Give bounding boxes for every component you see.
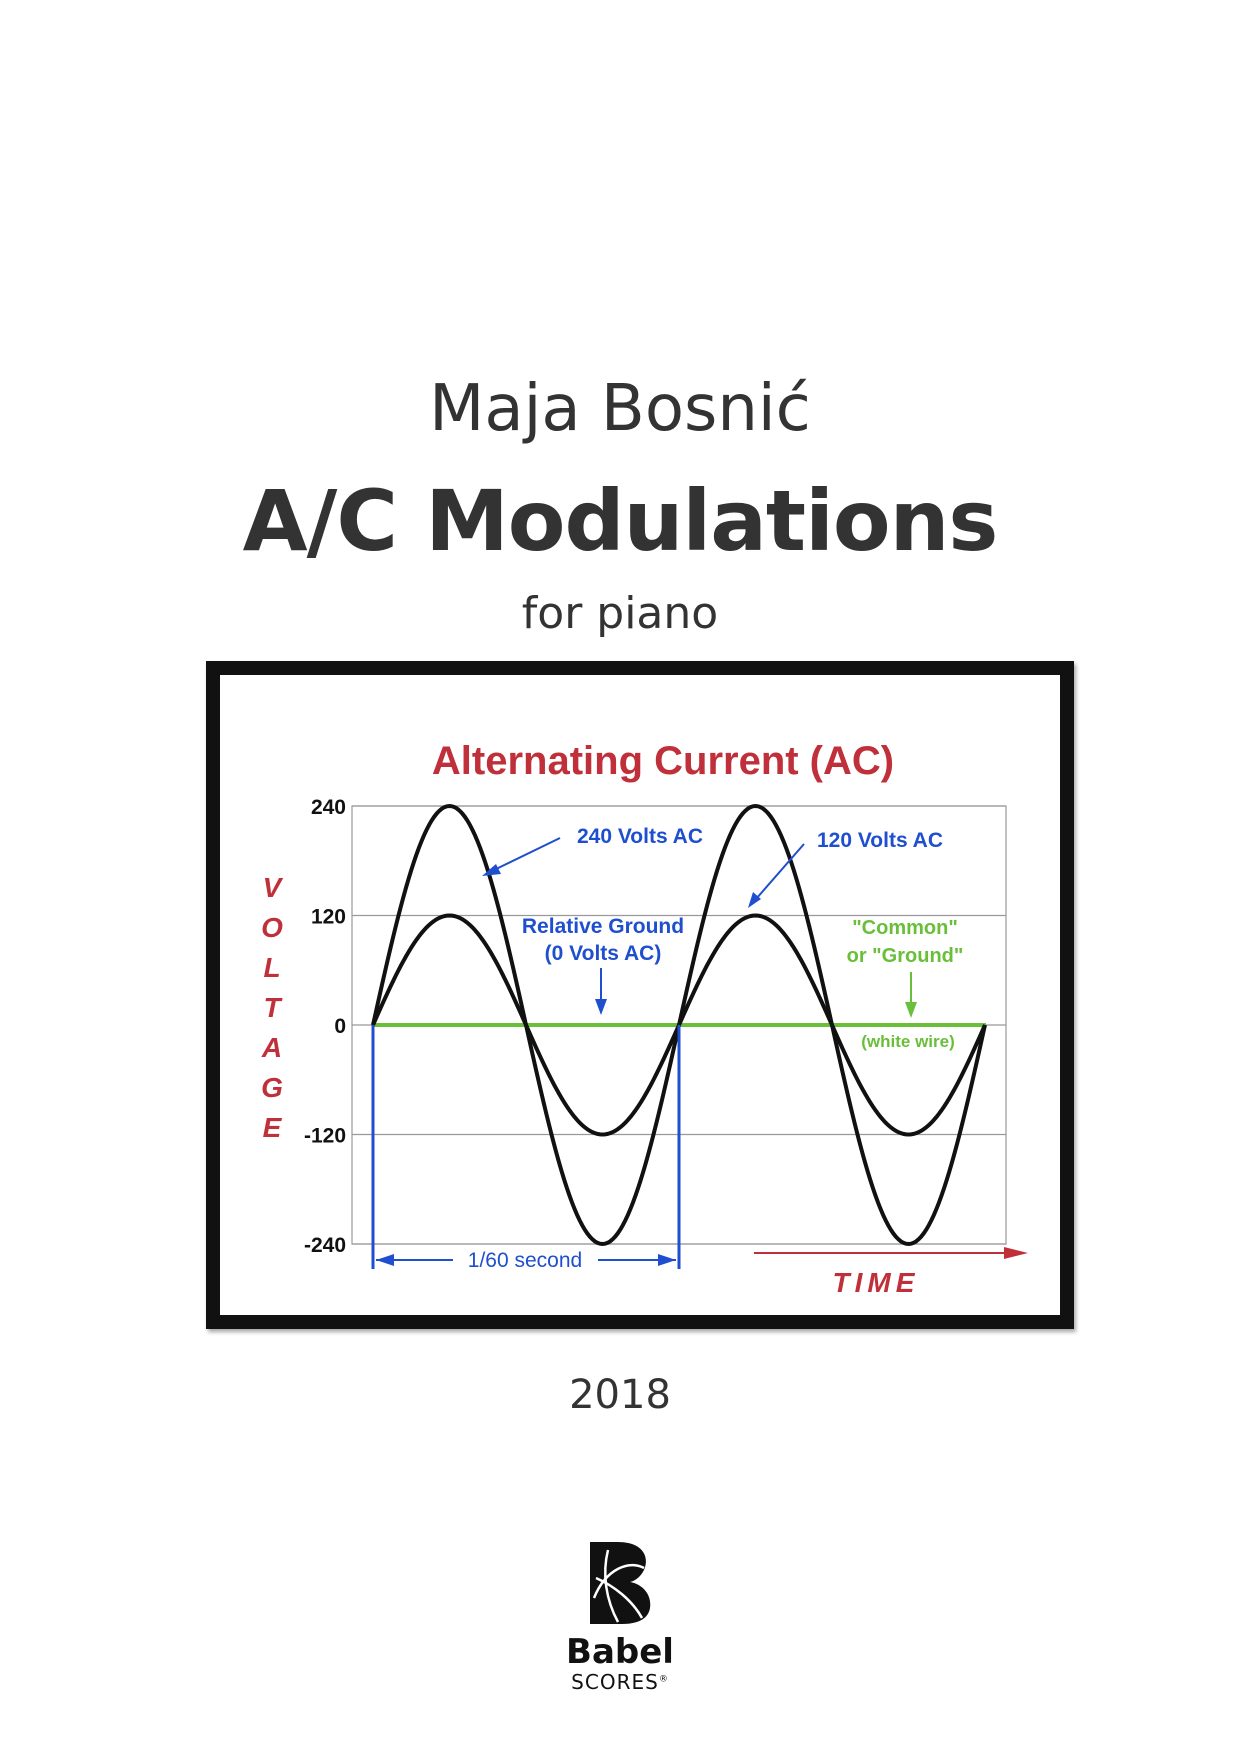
y-tick-label: -240 — [304, 1234, 346, 1257]
registered-mark: ® — [658, 1674, 669, 1685]
y-tick-label: -120 — [304, 1125, 346, 1148]
annotation-120-volts: 120 Volts AC — [817, 829, 943, 852]
cover-illustration-frame: Alternating Current (AC) 240 120 0 -120 -240… — [206, 661, 1074, 1329]
period-label: 1/60 second — [468, 1249, 582, 1272]
y-axis-label-letter: A — [261, 1032, 282, 1063]
annotation-relative-ground-arrowhead — [595, 999, 607, 1015]
annotation-relative-ground: Relative Ground — [522, 915, 684, 938]
y-axis-label-letter: E — [263, 1112, 283, 1143]
y-axis-label-letter: O — [261, 912, 283, 943]
y-tick-label: 0 — [334, 1015, 346, 1038]
y-tick-labels: 240 120 0 -120 -240 — [304, 796, 346, 1257]
ac-chart: Alternating Current (AC) 240 120 0 -120 -240… — [261, 739, 1028, 1298]
period-arrowhead-left — [376, 1254, 394, 1266]
y-axis-label-letter: L — [263, 952, 280, 983]
instrumentation: for piano — [521, 588, 719, 639]
annotation-240-arrowhead — [482, 864, 501, 876]
y-axis-label-letter: T — [263, 992, 283, 1023]
time-arrowhead — [1004, 1247, 1028, 1259]
period-arrowhead-right — [658, 1254, 676, 1266]
publisher-name: Babel — [566, 1632, 674, 1672]
publisher-sub-text: SCORES — [571, 1670, 659, 1694]
annotation-common-arrowhead — [905, 1002, 917, 1018]
annotation-120-arrowhead — [748, 892, 761, 908]
annotation-240-volts: 240 Volts AC — [577, 825, 703, 848]
y-tick-label: 120 — [311, 906, 346, 929]
publisher-sub: SCORES® — [0, 1670, 1240, 1694]
annotation-zero-volts: (0 Volts AC) — [545, 942, 662, 965]
year: 2018 — [569, 1372, 671, 1418]
annotation-or-ground: or "Ground" — [847, 945, 964, 967]
y-axis-label-letter: G — [261, 1072, 283, 1103]
work-title: A/C Modulations — [242, 472, 999, 570]
y-axis-label-letter: V — [263, 872, 284, 903]
y-tick-label: 240 — [311, 796, 346, 819]
annotation-common: "Common" — [852, 917, 958, 939]
composer-name: Maja Bosnić — [429, 372, 811, 446]
publisher-logo: Babel SCORES® — [0, 1538, 1240, 1698]
annotation-240-arrow-line — [491, 837, 561, 872]
annotation-white-wire: (white wire) — [861, 1032, 955, 1051]
annotation-120-arrow-line — [755, 843, 805, 900]
x-axis-label: TIME — [833, 1267, 920, 1298]
babel-b-icon — [590, 1542, 651, 1624]
chart-title: Alternating Current (AC) — [432, 739, 894, 783]
